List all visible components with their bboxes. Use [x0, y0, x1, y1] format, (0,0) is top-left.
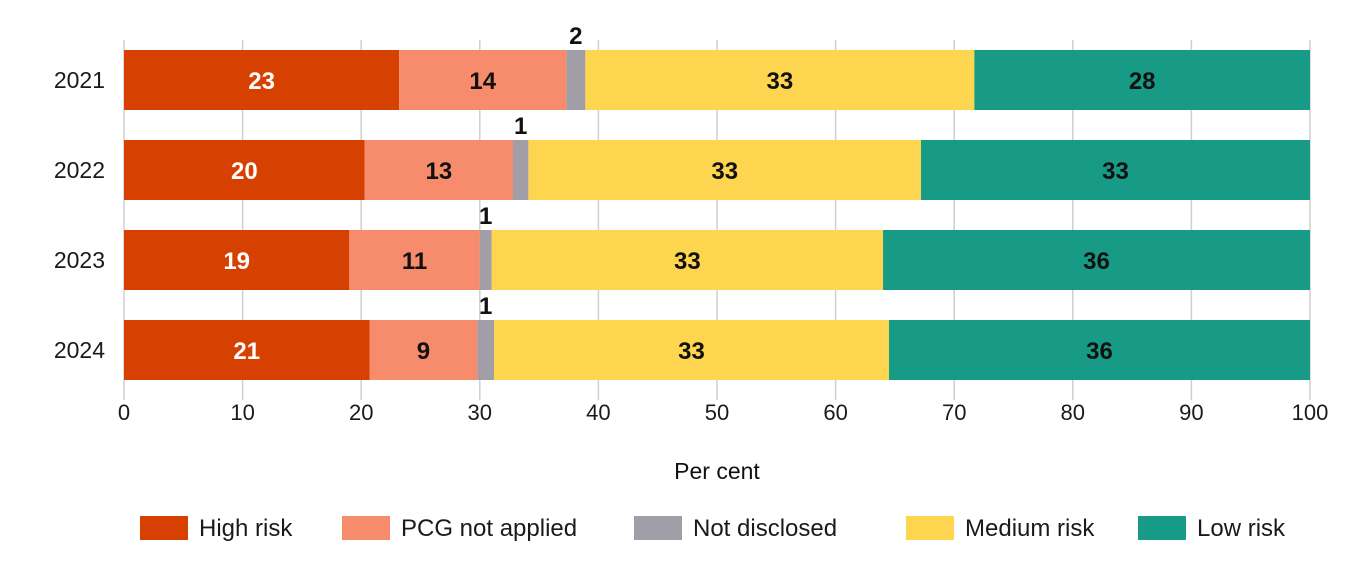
legend-item: Low risk — [1138, 515, 1286, 542]
legend-label: Low risk — [1197, 515, 1286, 542]
data-label: 9 — [417, 338, 430, 365]
data-label: 13 — [426, 158, 453, 185]
legend-label: High risk — [199, 515, 293, 542]
category-labels: 2021 2022 2023 2024 — [54, 67, 105, 363]
bar-segment — [513, 140, 529, 200]
data-label: 36 — [1083, 248, 1110, 275]
bar-segment — [364, 140, 514, 200]
legend-swatch — [1138, 516, 1186, 540]
data-label: 1 — [514, 113, 527, 140]
data-label: 23 — [248, 68, 275, 95]
bar-segment — [124, 320, 370, 380]
data-label: 1 — [479, 293, 492, 320]
data-label: 33 — [711, 158, 738, 185]
legend-item: Medium risk — [906, 515, 1095, 542]
bar-segment — [528, 140, 921, 200]
data-label: 33 — [674, 248, 701, 275]
bar-segment — [124, 140, 365, 200]
x-tick-label: 90 — [1179, 400, 1203, 425]
legend-item: Not disclosed — [634, 515, 837, 542]
x-tick-label: 100 — [1292, 400, 1329, 425]
x-tick-label: 70 — [942, 400, 966, 425]
category-label: 2024 — [54, 337, 105, 363]
bar-segment — [479, 230, 492, 290]
x-tick-label: 50 — [705, 400, 729, 425]
x-tick-label: 60 — [823, 400, 847, 425]
bar-segment — [883, 230, 1310, 290]
legend-label: PCG not applied — [401, 515, 577, 542]
legend-swatch — [906, 516, 954, 540]
x-tick-label: 30 — [468, 400, 492, 425]
data-label: 1 — [479, 203, 492, 230]
x-axis-ticks: 0 10 20 30 40 50 60 70 80 90 100 — [118, 400, 1328, 425]
data-label: 11 — [402, 248, 427, 275]
x-axis-title: Per cent — [674, 458, 760, 484]
data-label: 33 — [767, 68, 794, 95]
x-tick-label: 0 — [118, 400, 130, 425]
category-label: 2021 — [54, 67, 105, 93]
bar-segment — [477, 320, 495, 380]
legend-label: Not disclosed — [693, 515, 837, 542]
bar-segment — [974, 50, 1310, 110]
data-label: 14 — [469, 68, 496, 95]
bar-segment — [124, 230, 350, 290]
bar-segment — [920, 140, 1310, 200]
legend-item: PCG not applied — [342, 515, 577, 542]
x-tick-label: 40 — [586, 400, 610, 425]
bar-segment — [349, 230, 480, 290]
bar-segment — [491, 230, 884, 290]
data-label: 19 — [223, 248, 250, 275]
legend: High risk PCG not applied Not disclosed Med… — [140, 515, 1286, 542]
bar-segment — [585, 50, 975, 110]
bar-segment — [124, 50, 400, 110]
legend-item: High risk — [140, 515, 293, 542]
data-label: 2 — [569, 23, 582, 50]
data-label: 20 — [231, 158, 258, 185]
bar-segment — [566, 50, 586, 110]
bar-segment — [494, 320, 889, 380]
bar-segment — [369, 320, 478, 380]
data-label: 33 — [1102, 158, 1129, 185]
data-label: 21 — [233, 338, 260, 365]
data-label: 33 — [678, 338, 705, 365]
x-tick-label: 20 — [349, 400, 373, 425]
bar-segment — [888, 320, 1310, 380]
category-label: 2023 — [54, 247, 105, 273]
data-label: 28 — [1129, 68, 1156, 95]
x-tick-label: 80 — [1061, 400, 1085, 425]
data-label: 36 — [1086, 338, 1113, 365]
legend-swatch — [140, 516, 188, 540]
category-label: 2022 — [54, 157, 105, 183]
bar-segment — [399, 50, 567, 110]
x-tick-label: 10 — [230, 400, 254, 425]
legend-swatch — [634, 516, 682, 540]
legend-swatch — [342, 516, 390, 540]
legend-label: Medium risk — [965, 515, 1095, 542]
